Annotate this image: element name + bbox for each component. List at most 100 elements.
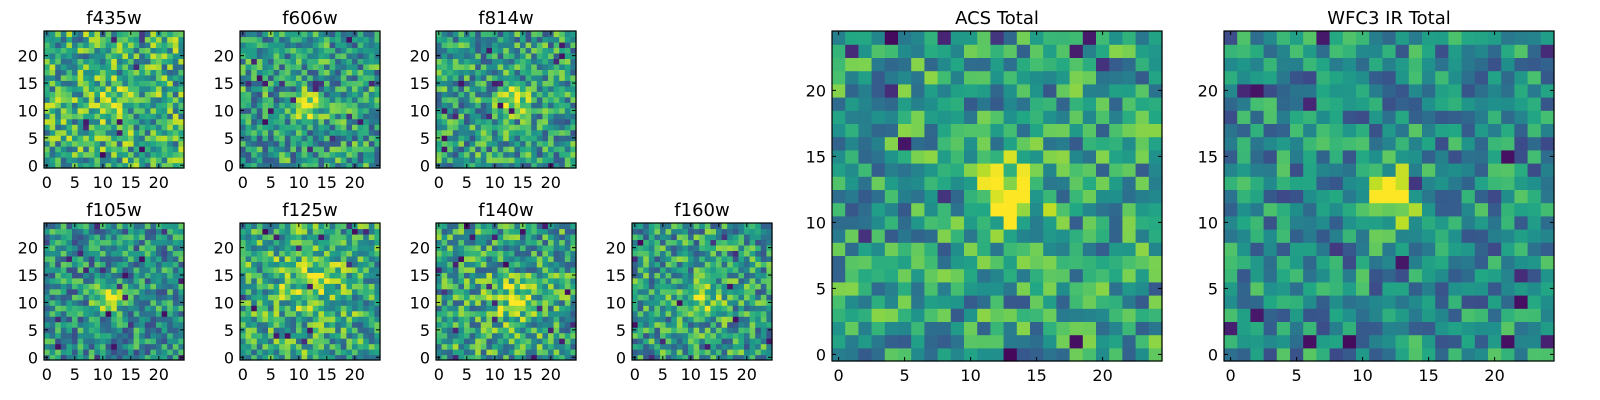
heatmap-cell	[111, 261, 118, 268]
heatmap-cell	[279, 74, 286, 81]
heatmap-cell	[553, 129, 560, 136]
heatmap-cell	[122, 146, 129, 153]
heatmap-cell	[497, 140, 504, 147]
heatmap-cell	[492, 239, 499, 246]
heatmap-cell	[937, 163, 952, 177]
heatmap-cell	[105, 316, 112, 323]
heatmap-cell	[273, 299, 280, 306]
heatmap-cell	[564, 113, 571, 120]
heatmap-cell	[245, 299, 252, 306]
heatmap-cell	[660, 299, 667, 306]
heatmap-cell	[144, 118, 151, 125]
heatmap-cell	[441, 349, 448, 356]
heatmap-cell	[301, 349, 308, 356]
heatmap-cell	[240, 85, 247, 92]
heatmap-cell	[116, 140, 123, 147]
heatmap-cell	[937, 347, 952, 362]
heatmap-cell	[525, 283, 532, 290]
y-tick-label: 5	[616, 321, 626, 340]
heatmap-cell	[497, 244, 504, 251]
heatmap-cell	[55, 157, 62, 164]
heatmap-cell	[105, 107, 112, 114]
heatmap-cell	[452, 349, 459, 356]
heatmap-cell	[525, 233, 532, 241]
heatmap-cell	[564, 338, 571, 345]
y-tick-label: 0	[420, 156, 430, 175]
heatmap-cell	[1135, 295, 1150, 309]
heatmap-cell	[60, 266, 67, 273]
heatmap-cell	[531, 255, 538, 262]
heatmap-cell	[570, 102, 577, 109]
heatmap-cell	[111, 151, 118, 158]
heatmap-cell	[497, 135, 504, 142]
heatmap-cell	[964, 242, 978, 256]
heatmap-cell	[374, 288, 381, 295]
heatmap-cell	[262, 261, 269, 268]
heatmap-cell	[66, 36, 73, 43]
heatmap-cell	[307, 294, 314, 301]
heatmap-cell	[458, 124, 465, 131]
heatmap-cell	[469, 239, 476, 246]
heatmap-cell	[167, 157, 174, 164]
heatmap-cell	[480, 349, 487, 356]
heatmap-cell	[469, 135, 476, 142]
heatmap-cell	[937, 242, 952, 256]
heatmap-cell	[77, 316, 84, 323]
heatmap-cell	[924, 334, 939, 349]
heatmap-cell	[508, 113, 515, 120]
heatmap-cell	[374, 228, 381, 235]
heatmap-cell	[480, 343, 487, 350]
heatmap-cell	[368, 299, 375, 306]
heatmap-cell	[480, 228, 487, 235]
heatmap-cell	[693, 283, 700, 290]
heatmap-cell	[497, 332, 504, 339]
heatmap-cell	[492, 343, 499, 350]
heatmap-cell	[755, 244, 762, 251]
heatmap-cell	[256, 277, 263, 284]
heatmap-cell	[329, 338, 336, 345]
heatmap-cell	[312, 250, 319, 257]
x-tick-label: 5	[266, 365, 276, 384]
heatmap-cell	[492, 80, 499, 87]
heatmap-cell	[167, 129, 174, 136]
heatmap-cell	[693, 316, 700, 323]
heatmap-cell	[520, 283, 527, 290]
heatmap-cell	[542, 118, 549, 125]
heatmap-cell	[858, 281, 873, 296]
heatmap-cell	[760, 233, 767, 241]
heatmap-cell	[520, 69, 527, 76]
heatmap-cell	[307, 129, 314, 136]
heatmap-cell	[553, 294, 560, 301]
heatmap-cell	[542, 244, 549, 251]
heatmap-cell	[637, 343, 644, 350]
heatmap-cell	[525, 129, 532, 136]
heatmap-cell	[363, 310, 370, 317]
heatmap-cell	[279, 332, 286, 339]
heatmap-cell	[172, 146, 179, 153]
heatmap-cell	[279, 277, 286, 284]
heatmap-cell	[950, 321, 965, 336]
heatmap-cell	[256, 343, 263, 350]
heatmap-cell	[486, 255, 493, 262]
heatmap-cell	[1003, 268, 1018, 283]
heatmap-cell	[665, 338, 672, 345]
heatmap-cell	[559, 255, 566, 262]
heatmap-cell	[637, 316, 644, 323]
heatmap-cell	[296, 233, 303, 241]
heatmap-cell	[150, 354, 157, 361]
heatmap-cell	[374, 102, 381, 109]
heatmap-cell	[273, 118, 280, 125]
heatmap-cell	[284, 239, 291, 246]
heatmap-cell	[133, 146, 140, 153]
heatmap-cell	[368, 107, 375, 114]
heatmap-cell	[88, 151, 95, 158]
heatmap-cell	[100, 157, 107, 164]
heatmap-cell	[172, 157, 179, 164]
heatmap-cell	[279, 305, 286, 312]
heatmap-cell	[335, 91, 342, 98]
heatmap-cell	[486, 157, 493, 164]
heatmap-cell	[727, 294, 734, 301]
heatmap-cell	[447, 63, 454, 70]
heatmap-cell	[704, 250, 711, 257]
heatmap-cell	[682, 349, 689, 356]
